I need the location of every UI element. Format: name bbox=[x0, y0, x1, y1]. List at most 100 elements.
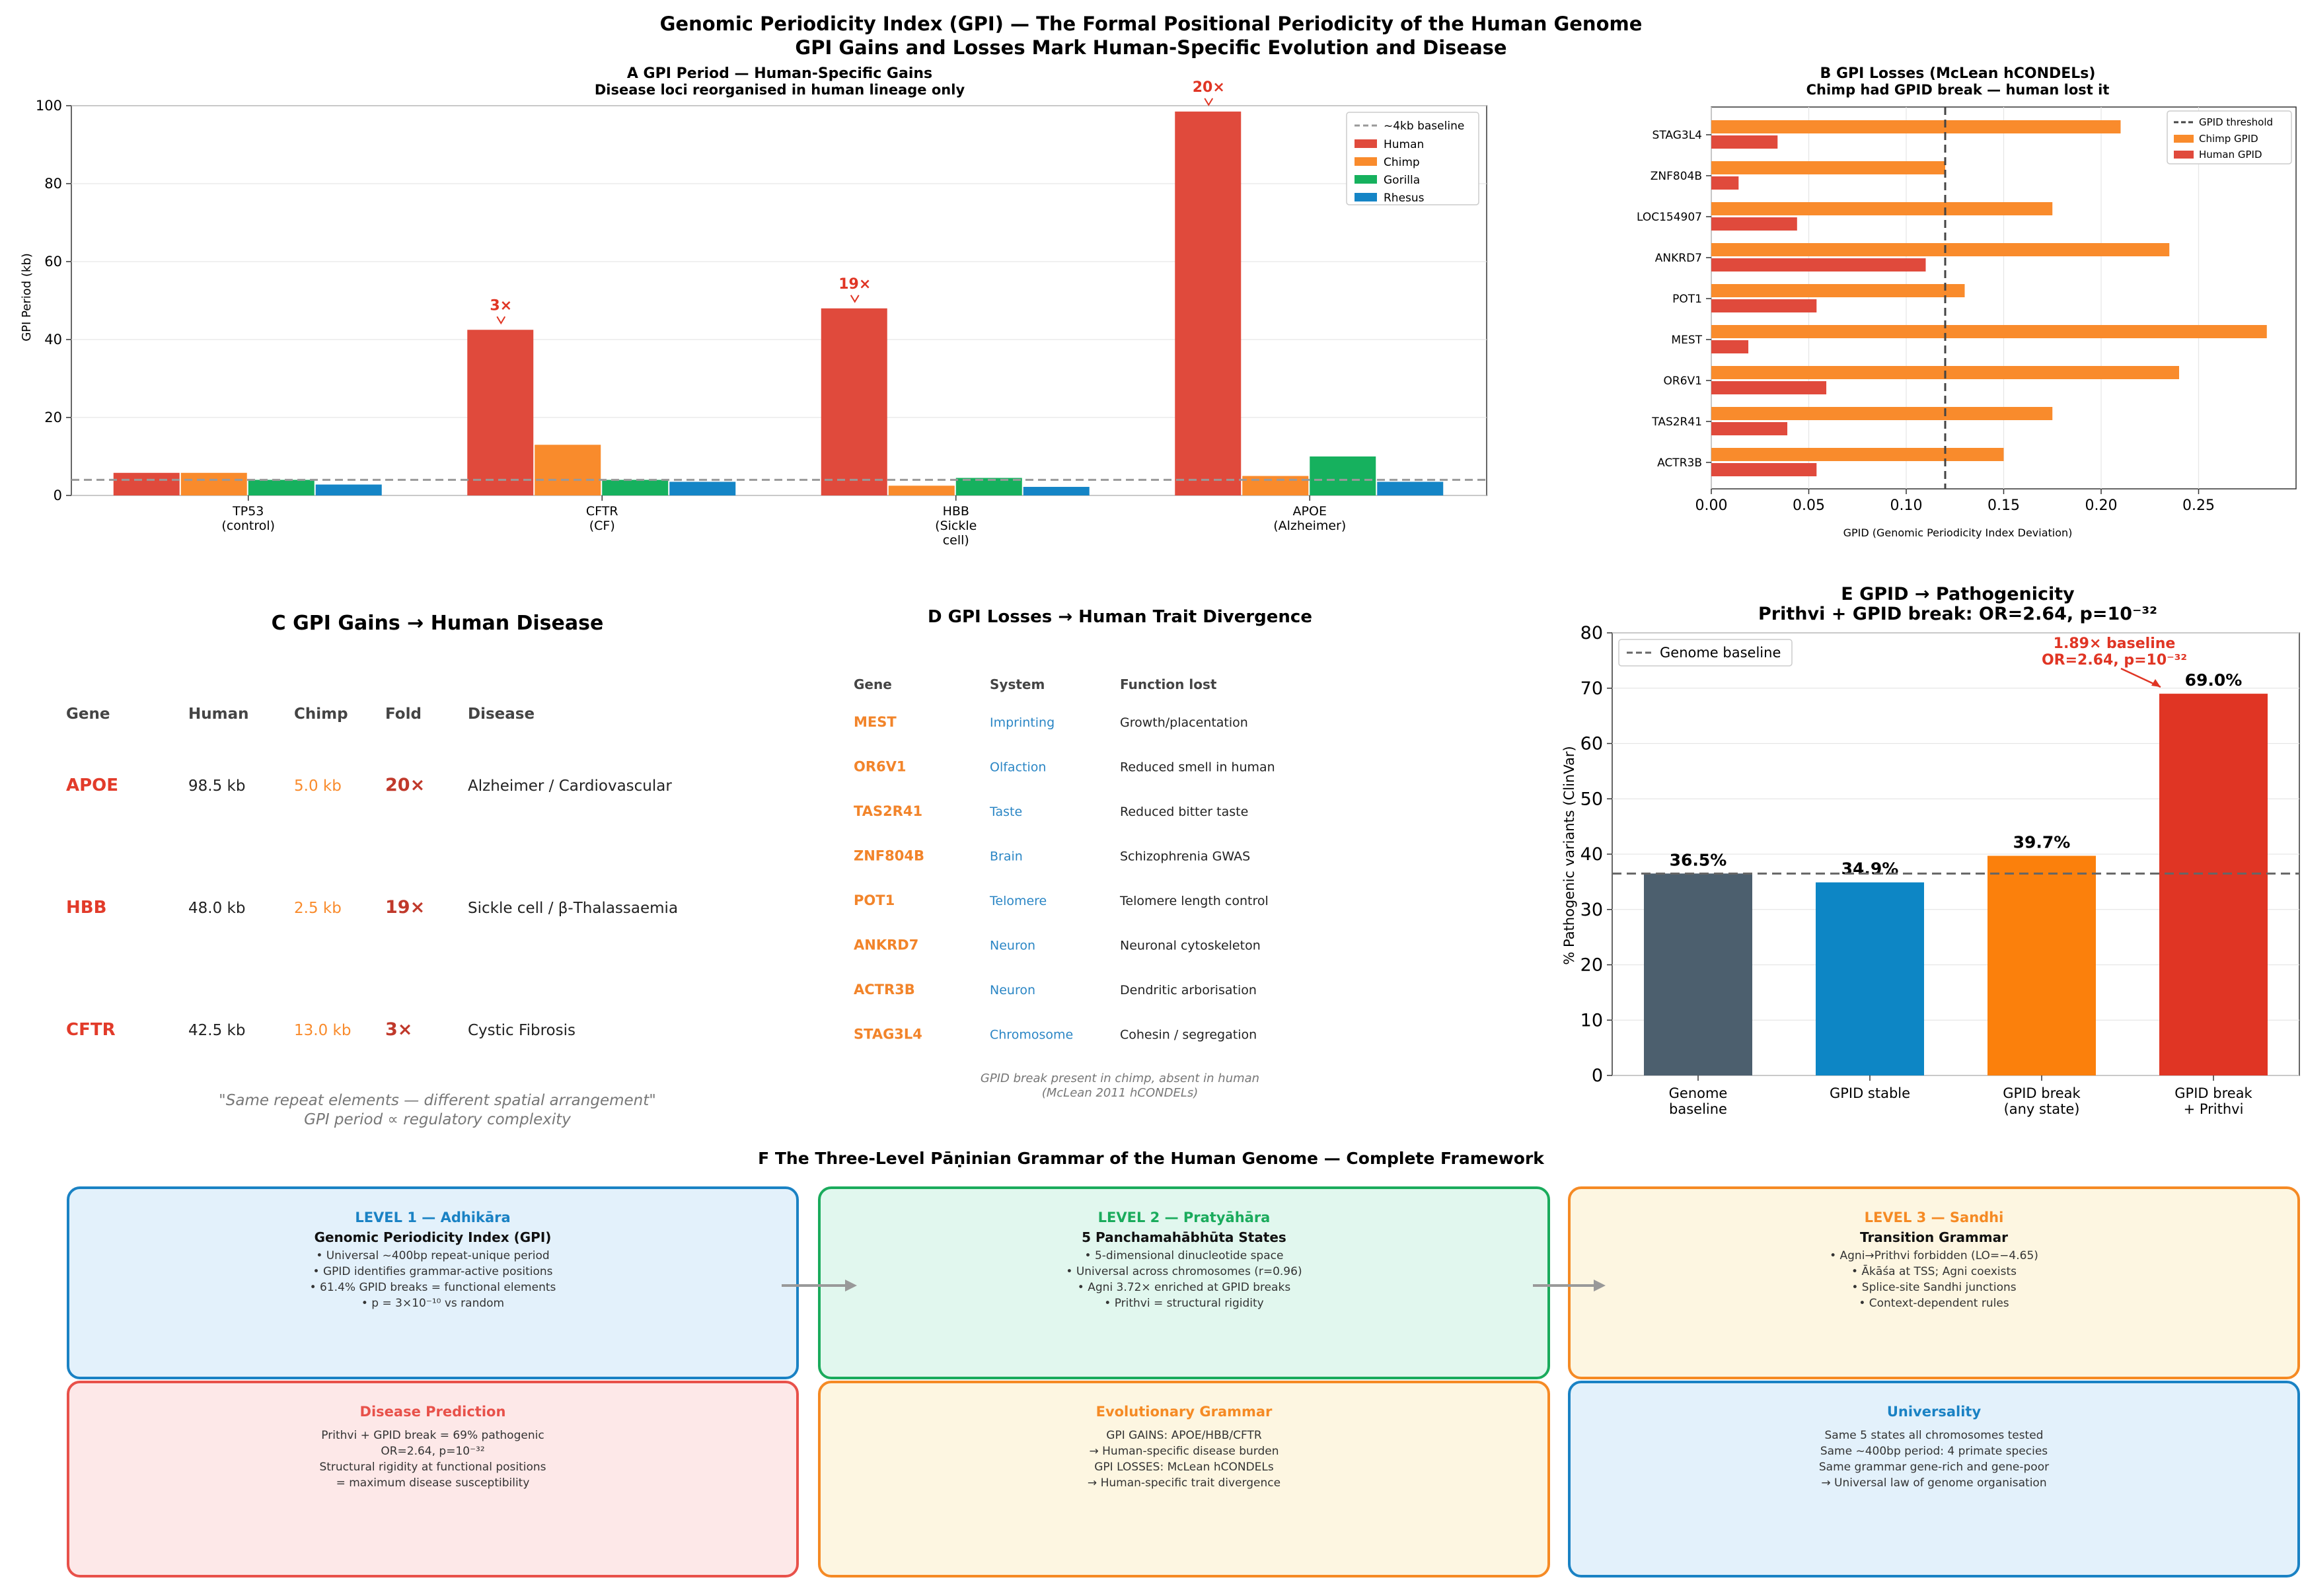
panel-b-bar-chimp-gpid bbox=[1711, 325, 2267, 338]
panel-b-bar-human-gpid bbox=[1711, 176, 1739, 190]
panel-d-function-lost: Dendritic arborisation bbox=[1120, 983, 1257, 998]
panel-c-column-header: Chimp bbox=[294, 706, 348, 723]
panel-e-bar bbox=[2159, 694, 2268, 1075]
panel-f-box-line: • 61.4% GPID breaks = functional element… bbox=[310, 1281, 556, 1294]
panel-d-function-lost: Schizophrenia GWAS bbox=[1120, 850, 1250, 864]
panel-f-box-subtitle: Transition Grammar bbox=[1860, 1229, 2008, 1245]
panel-b-title: B GPI Losses (McLean hCONDELs) bbox=[1820, 65, 2096, 82]
panel-a-bar-gorilla bbox=[602, 480, 669, 495]
panel-e-bar bbox=[1816, 882, 1924, 1075]
panel-b-bar-human-gpid bbox=[1711, 299, 1817, 312]
panel-f-box-line: GPI GAINS: APOE/HBB/CFTR bbox=[1106, 1429, 1262, 1442]
panel-f-box-line: • GPID identifies grammar-active positio… bbox=[313, 1265, 553, 1278]
panel-a-fold-annotation: 19× bbox=[838, 276, 871, 293]
panel-a-bar-human bbox=[113, 472, 180, 495]
panel-f-box-line: • Agni 3.72× enriched at GPID breaks bbox=[1078, 1281, 1291, 1294]
panel-b-category-label: ANKRD7 bbox=[1655, 252, 1702, 265]
panel-b-category-label: MEST bbox=[1671, 334, 1702, 347]
panel-d-losses-table: D GPI Losses → Human Trait Divergence GP… bbox=[854, 607, 1312, 1100]
panel-b-legend-threshold-label: GPID threshold bbox=[2199, 116, 2273, 128]
panel-b-bar-chimp-gpid bbox=[1711, 243, 2170, 256]
panel-a-legend-baseline-label: ~4kb baseline bbox=[1384, 120, 1464, 133]
panel-a-fold-arrow bbox=[850, 295, 860, 303]
panel-b-xtick-label: 0.20 bbox=[2085, 497, 2118, 514]
panel-d-system: Chromosome bbox=[990, 1028, 1073, 1042]
panel-a-bar-gorilla bbox=[1310, 456, 1376, 495]
panel-d-system: Telomere bbox=[989, 894, 1047, 908]
panel-a-ylabel: GPI Period (kb) bbox=[20, 253, 34, 342]
panel-b-gpid-loss-chart: B GPI Losses (McLean hCONDELs) Chimp had… bbox=[1637, 65, 2297, 539]
panel-c-column-header: Disease bbox=[468, 706, 535, 723]
panel-f-box-line: → Universal law of genome organisation bbox=[1821, 1476, 2046, 1490]
panel-a-bar-rhesus bbox=[315, 484, 382, 495]
panel-e-annotation-line1: 1.89× baseline bbox=[2054, 635, 2176, 652]
panel-d-footnote-1: GPID break present in chimp, absent in h… bbox=[981, 1071, 1259, 1085]
panel-c-gene: CFTR bbox=[66, 1020, 116, 1040]
panel-f-box-line: • 5-dimensional dinucleotide space bbox=[1085, 1249, 1284, 1262]
panel-f-title: F The Three-Level Pāṇinian Grammar of th… bbox=[758, 1149, 1545, 1168]
panel-d-gene: POT1 bbox=[854, 892, 895, 908]
panel-f-box-subtitle: 5 Panchamahābhūta States bbox=[1082, 1229, 1286, 1245]
panel-d-system: Olfaction bbox=[990, 760, 1046, 775]
panel-e-legend-baseline-label: Genome baseline bbox=[1660, 645, 1781, 661]
panel-f-box-line: • Splice-site Sandhi junctions bbox=[1851, 1281, 2016, 1294]
panel-e-ytick-label: 60 bbox=[1580, 734, 1603, 754]
panel-a-bar-human bbox=[467, 330, 534, 495]
panel-f-box-line: • Agni→Prithvi forbidden (LO=−4.65) bbox=[1830, 1249, 2038, 1262]
panel-b-legend-label: Human GPID bbox=[2199, 149, 2262, 161]
panel-a-ytick-label: 80 bbox=[44, 176, 62, 192]
panel-c-column-header: Gene bbox=[66, 706, 110, 723]
panel-b-bar-human-gpid bbox=[1711, 463, 1817, 476]
panel-b-category-label: POT1 bbox=[1672, 293, 1702, 306]
panel-e-annotation-line2: OR=2.64, p=10⁻³² bbox=[2042, 652, 2187, 669]
panel-e-category-label: Genome baseline bbox=[1669, 1085, 1728, 1117]
panel-e-ytick-label: 70 bbox=[1580, 678, 1603, 699]
panel-f-box bbox=[67, 1381, 799, 1578]
panel-b-category-label: ZNF804B bbox=[1651, 170, 1702, 183]
panel-c-footnote-1: "Same repeat elements — different spatia… bbox=[219, 1092, 656, 1109]
panel-f-box-line: Same grammar gene-rich and gene-poor bbox=[1819, 1461, 2049, 1474]
panel-a-fold-annotation: 20× bbox=[1193, 79, 1225, 96]
panel-a-category-label: HBB (Sickle cell) bbox=[935, 504, 977, 548]
panel-f-box bbox=[1568, 1186, 2300, 1379]
panel-b-xlabel: GPID (Genomic Periodicity Index Deviatio… bbox=[1843, 526, 2073, 539]
panel-f-box-subtitle: Genomic Periodicity Index (GPI) bbox=[315, 1229, 552, 1245]
panel-a-legend-label: Chimp bbox=[1384, 156, 1420, 169]
panel-a-legend-swatch bbox=[1355, 175, 1377, 184]
panel-f-box-line: Same 5 states all chromosomes tested bbox=[1825, 1429, 2044, 1442]
panel-c-fold: 3× bbox=[385, 1019, 412, 1040]
panel-d-footnote-2: (McLean 2011 hCONDELs) bbox=[1042, 1086, 1199, 1100]
panel-f-box-title: LEVEL 2 — Pratyāhāra bbox=[1098, 1210, 1271, 1225]
panel-d-function-lost: Telomere length control bbox=[1119, 894, 1269, 908]
panel-f-box-line: OR=2.64, p=10⁻³² bbox=[381, 1445, 484, 1458]
panel-d-function-lost: Growth/placentation bbox=[1120, 715, 1248, 730]
panel-f-box-line: = maximum disease susceptibility bbox=[336, 1476, 530, 1490]
panel-b-category-label: ACTR3B bbox=[1657, 456, 1702, 470]
panel-b-bar-human-gpid bbox=[1711, 381, 1827, 394]
panel-f-box-line: • Universal ~400bp repeat-unique period bbox=[316, 1249, 549, 1262]
panel-c-gene: APOE bbox=[66, 776, 118, 795]
panel-b-subtitle: Chimp had GPID break — human lost it bbox=[1806, 82, 2110, 98]
panel-f-box-title: LEVEL 1 — Adhikāra bbox=[355, 1210, 510, 1225]
panel-e-bar bbox=[1987, 855, 2096, 1075]
panel-d-column-header: Gene bbox=[854, 676, 892, 692]
panel-b-bar-human-gpid bbox=[1711, 258, 1926, 272]
panel-c-fold: 20× bbox=[385, 775, 425, 795]
panel-c-human-period: 48.0 kb bbox=[188, 900, 245, 917]
panel-a-ytick-label: 0 bbox=[54, 488, 62, 503]
panel-c-fold: 19× bbox=[385, 897, 425, 918]
panel-e-ytick-label: 30 bbox=[1580, 900, 1603, 920]
figure-subtitle: GPI Gains and Losses Mark Human-Specific… bbox=[795, 36, 1506, 59]
panel-a-bar-chimp bbox=[535, 445, 601, 495]
panel-a-ytick-label: 100 bbox=[36, 98, 62, 114]
panel-f-box-line: GPI LOSSES: McLean hCONDELs bbox=[1094, 1461, 1274, 1474]
panel-b-legend-box bbox=[2167, 110, 2292, 164]
panel-f-box-line: Structural rigidity at functional positi… bbox=[319, 1461, 546, 1474]
panel-a-ytick-label: 40 bbox=[44, 332, 62, 347]
panel-a-plot-frame bbox=[71, 105, 1487, 496]
panel-f-box-title: Disease Prediction bbox=[360, 1404, 506, 1420]
panel-f-box-title: LEVEL 3 — Sandhi bbox=[1865, 1210, 2004, 1225]
panel-a-legend-swatch bbox=[1355, 157, 1377, 166]
panel-b-legend-label: Chimp GPID bbox=[2199, 133, 2258, 145]
panel-b-xtick-label: 0.15 bbox=[1987, 497, 2020, 514]
